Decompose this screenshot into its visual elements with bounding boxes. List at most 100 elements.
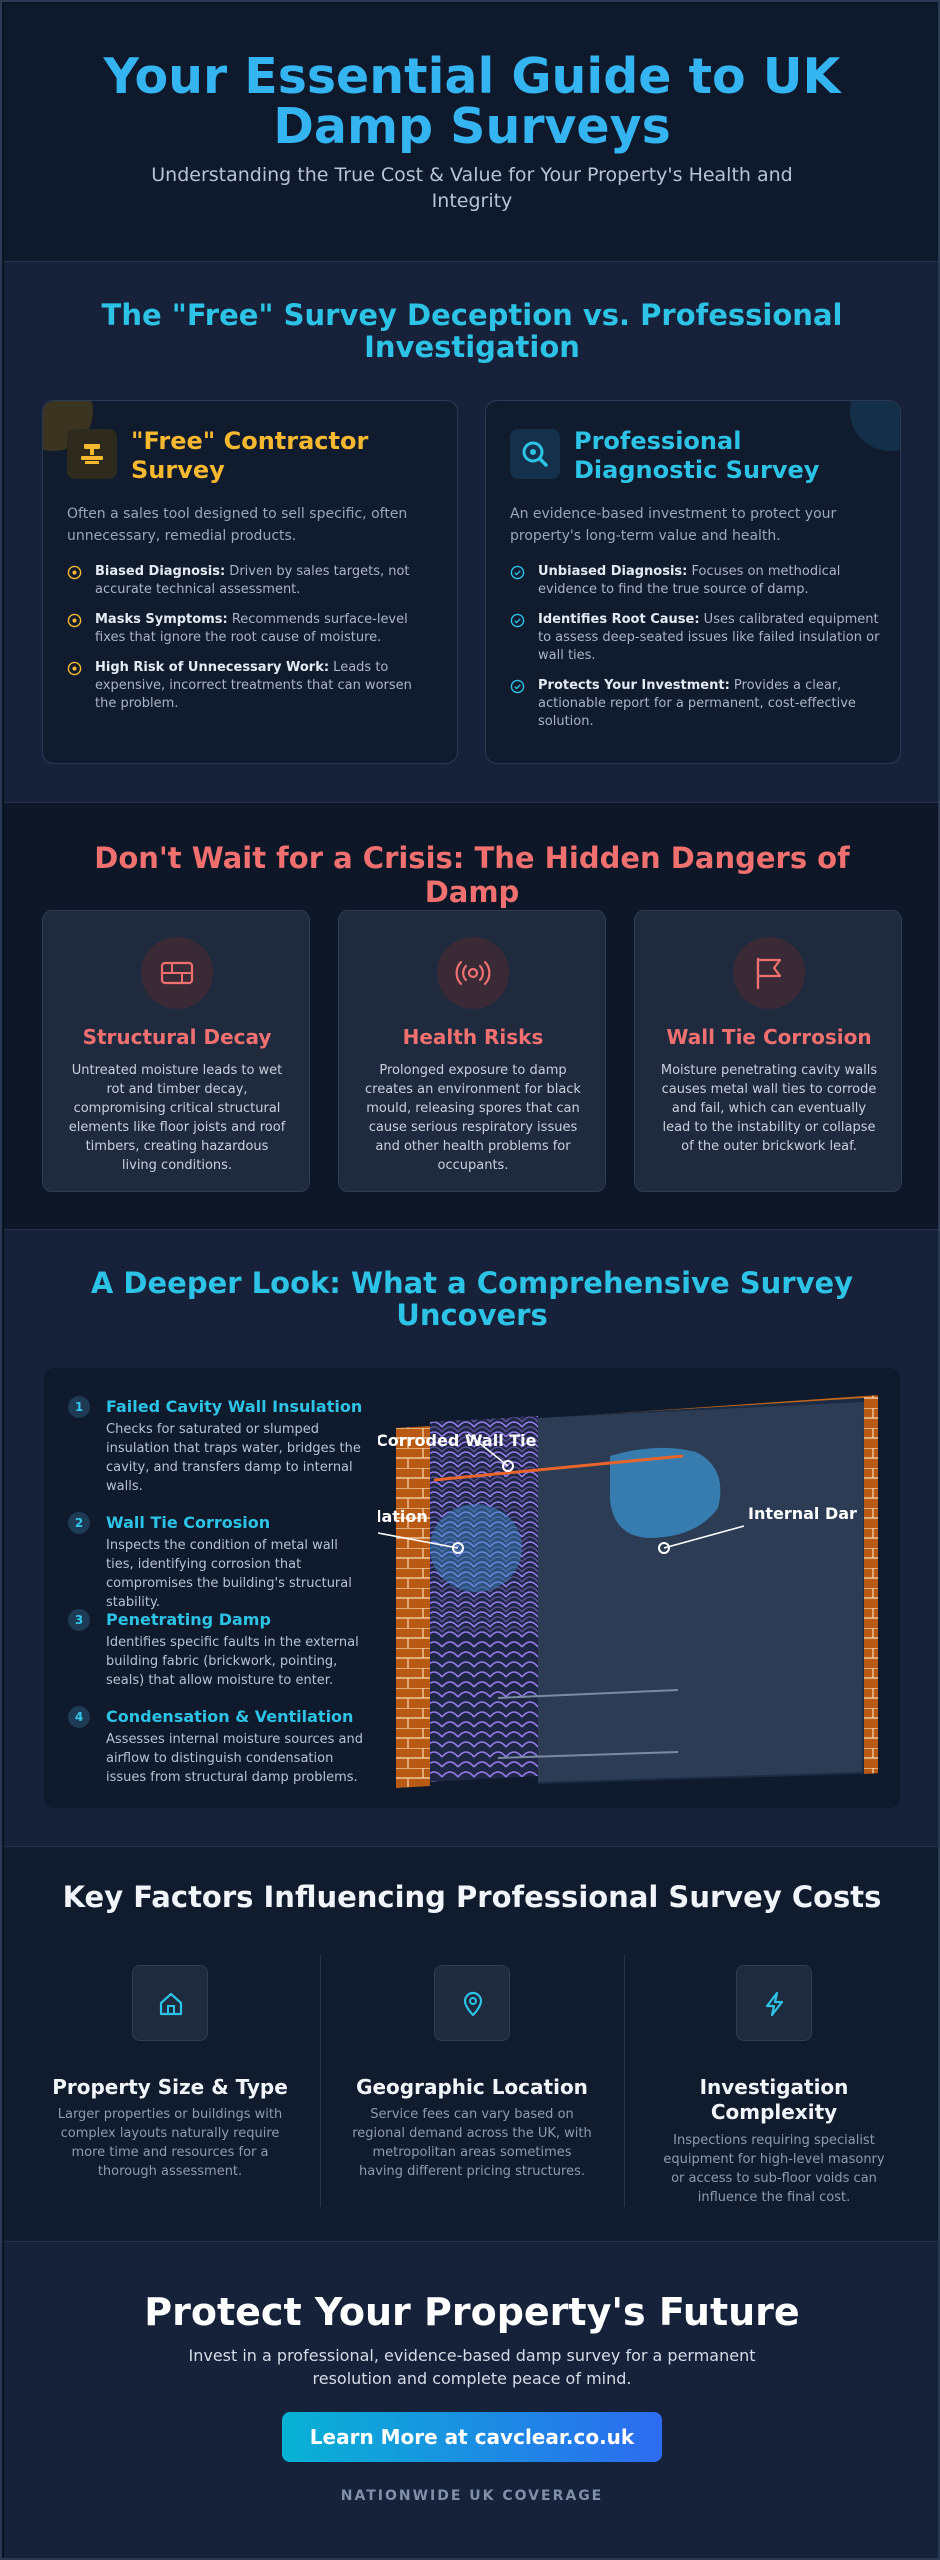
free-survey-title: "Free" Contractor Survey xyxy=(131,427,369,484)
cta-heading: Protect Your Property's Future xyxy=(144,2290,800,2334)
danger-title: Health Risks xyxy=(402,1025,544,1049)
check-circle-icon xyxy=(510,679,525,694)
list-item: Biased Diagnosis: Driven by sales target… xyxy=(67,563,437,599)
list-item: Unbiased Diagnosis: Focuses on methodica… xyxy=(510,563,880,599)
pro-survey-card: Professional Diagnostic Survey An eviden… xyxy=(485,400,901,764)
item-number: 4 xyxy=(68,1706,90,1728)
cta-text: Invest in a professional, evidence-based… xyxy=(188,2346,756,2388)
diagram-label-damp: Internal Dar xyxy=(748,1504,857,1523)
item-title: Condensation & Ventilation xyxy=(106,1707,354,1726)
pro-survey-points: Unbiased Diagnosis: Focuses on methodica… xyxy=(510,563,880,743)
point-label: Identifies Root Cause: xyxy=(538,612,700,627)
search-icon xyxy=(510,429,560,479)
point-label: High Risk of Unnecessary Work: xyxy=(95,660,330,675)
home-icon xyxy=(132,1965,208,2041)
factor-title: Geographic Location xyxy=(356,2075,588,2099)
danger-text: Prolonged exposure to damp creates an en… xyxy=(365,1063,581,1173)
wet-insulation-area xyxy=(430,1504,522,1592)
diagram-label-insulation: lation xyxy=(378,1507,428,1526)
item-title: Wall Tie Corrosion xyxy=(106,1513,271,1532)
cavity-wall-diagram: Corroded Wall Tie lation Internal Dar xyxy=(378,1395,878,1788)
point-text: Driven by sales targets, not accurate te… xyxy=(95,564,410,597)
dangers-section: Don't Wait for a Crisis: The Hidden Dang… xyxy=(4,803,938,1230)
x-circle-icon xyxy=(67,565,82,580)
point-text: Leads to expensive, incorrect treatments… xyxy=(95,660,412,711)
free-survey-intro: Often a sales tool designed to sell spec… xyxy=(67,506,408,544)
cavity-insulation xyxy=(430,1416,538,1782)
wall-tie xyxy=(433,1454,684,1482)
comparison-heading: The "Free" Survey Deception vs. Professi… xyxy=(101,298,843,364)
pro-survey-title: Professional Diagnostic Survey xyxy=(574,427,820,484)
danger-card-health: Health Risks Prolonged exposure to damp … xyxy=(338,910,606,1192)
factor-text: Inspections requiring specialist equipme… xyxy=(663,2133,885,2205)
coverage-label: NATIONWIDE UK COVERAGE xyxy=(340,2488,604,2504)
flag-icon xyxy=(733,937,805,1009)
danger-text: Moisture penetrating cavity walls causes… xyxy=(660,1063,878,1154)
pro-survey-intro: An evidence-based investment to protect … xyxy=(510,506,837,544)
danger-title: Structural Decay xyxy=(82,1025,272,1049)
factor-text: Larger properties or buildings with comp… xyxy=(57,2107,283,2179)
inner-brick-leaf xyxy=(864,1395,878,1774)
wall-tie xyxy=(497,1751,679,1759)
wall-tie xyxy=(497,1689,679,1699)
deeper-look-heading: A Deeper Look: What a Comprehensive Surv… xyxy=(90,1266,854,1332)
survey-panel: 1 Failed Cavity Wall Insulation Checks f… xyxy=(44,1368,900,1808)
callout-dot xyxy=(658,1542,670,1554)
outer-brick-leaf xyxy=(396,1426,430,1788)
danger-text: Untreated moisture leads to wet rot and … xyxy=(68,1063,286,1173)
factors-section: Key Factors Influencing Professional Sur… xyxy=(4,1847,938,2242)
callout-dot xyxy=(452,1542,464,1554)
list-item: High Risk of Unnecessary Work: Leads to … xyxy=(67,659,437,713)
callout-line xyxy=(378,1532,459,1549)
item-number: 2 xyxy=(68,1512,90,1534)
callout-dot xyxy=(502,1460,514,1472)
point-text: Focuses on methodical evidence to find t… xyxy=(538,564,841,597)
location-pin-icon xyxy=(434,1965,510,2041)
deeper-look-section: A Deeper Look: What a Comprehensive Surv… xyxy=(4,1230,938,1847)
x-circle-icon xyxy=(67,613,82,628)
point-text: Uses calibrated equipment to assess deep… xyxy=(538,612,880,663)
check-circle-icon xyxy=(510,613,525,628)
comparison-section: The "Free" Survey Deception vs. Professi… xyxy=(4,262,938,803)
dangers-heading: Don't Wait for a Crisis: The Hidden Dang… xyxy=(94,841,850,909)
callout-line xyxy=(467,1433,509,1467)
free-survey-points: Biased Diagnosis: Driven by sales target… xyxy=(67,563,437,725)
item-text: Assesses internal moisture sources and a… xyxy=(106,1732,363,1785)
danger-card-structural: Structural Decay Untreated moisture lead… xyxy=(42,910,310,1192)
gavel-icon xyxy=(67,429,117,479)
factor-title: Investigation Complexity xyxy=(699,2075,849,2124)
item-text: Identifies specific faults in the extern… xyxy=(106,1635,359,1688)
header-section: Your Essential Guide to UK Damp Surveys … xyxy=(4,4,938,262)
structure-icon xyxy=(141,937,213,1009)
page-title: Your Essential Guide to UK Damp Surveys xyxy=(103,48,841,155)
cta-section: Protect Your Property's Future Invest in… xyxy=(4,2242,938,2558)
learn-more-button[interactable]: Learn More at cavclear.co.uk xyxy=(282,2412,662,2462)
internal-damp-patch xyxy=(610,1447,721,1538)
callout-line xyxy=(663,1525,745,1549)
item-number: 1 xyxy=(68,1396,90,1418)
danger-title: Wall Tie Corrosion xyxy=(666,1025,872,1049)
point-label: Biased Diagnosis: xyxy=(95,564,226,579)
factor-text: Service fees can vary based on regional … xyxy=(352,2107,592,2179)
factor-title: Property Size & Type xyxy=(52,2075,288,2099)
free-survey-card: "Free" Contractor Survey Often a sales t… xyxy=(42,400,458,764)
check-circle-icon xyxy=(510,565,525,580)
factors-heading: Key Factors Influencing Professional Sur… xyxy=(62,1880,882,1914)
divider xyxy=(624,1955,625,2207)
point-text: Provides a clear, actionable report for … xyxy=(538,678,856,729)
item-number: 3 xyxy=(68,1609,90,1631)
item-text: Inspects the condition of metal wall tie… xyxy=(106,1538,352,1610)
item-title: Penetrating Damp xyxy=(106,1610,271,1629)
divider xyxy=(320,1955,321,2207)
point-label: Protects Your Investment: xyxy=(538,678,730,693)
danger-card-wall-tie: Wall Tie Corrosion Moisture penetrating … xyxy=(634,910,902,1192)
page-subtitle: Understanding the True Cost & Value for … xyxy=(151,164,793,212)
list-item: Identifies Root Cause: Uses calibrated e… xyxy=(510,611,880,665)
x-circle-icon xyxy=(67,661,82,676)
point-label: Masks Symptoms: xyxy=(95,612,228,627)
list-item: Masks Symptoms: Recommends surface-level… xyxy=(67,611,437,647)
point-label: Unbiased Diagnosis: xyxy=(538,564,688,579)
item-text: Checks for saturated or slumped insulati… xyxy=(106,1422,361,1494)
lightning-icon xyxy=(736,1965,812,2041)
